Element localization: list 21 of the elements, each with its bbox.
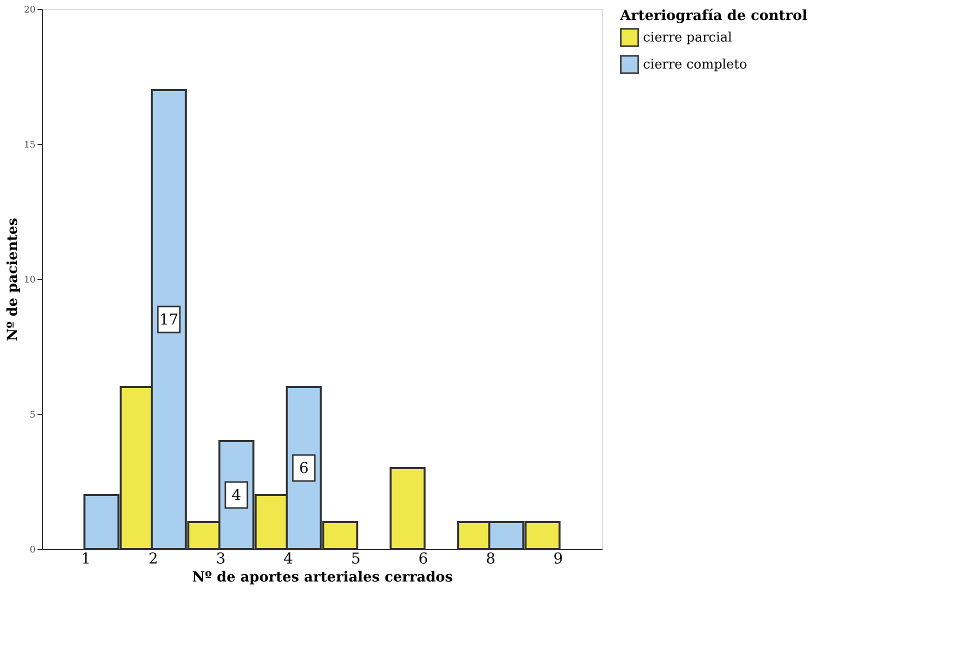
x-tick-label: 2 [148,550,158,568]
legend-label: cierre parcial [643,30,732,46]
y-tick-label: 0 [30,546,36,556]
x-axis-title: Nº de aportes arteriales cerrados [192,570,454,586]
data-label: 6 [299,459,309,477]
x-tick-label: 8 [486,550,496,568]
y-tick-label: 20 [24,6,36,16]
x-tick-label: 1 [81,550,91,568]
legend-label: cierre completo [643,58,748,72]
y-tick-label: 15 [24,140,36,150]
y-tick-label: 5 [30,410,36,420]
data-label: 4 [232,486,242,504]
y-axis-title: Nº de pacientes [5,218,22,342]
x-tick-label: 9 [553,550,563,568]
x-tick-label: 5 [350,550,361,568]
data-label: 17 [159,310,178,328]
x-tick-label: 3 [216,550,226,568]
legend-title: Arteriografía de control [619,8,808,24]
x-tick-label: 6 [418,550,428,568]
x-tick-label: 4 [283,550,294,568]
y-tick-label: 10 [24,276,36,286]
